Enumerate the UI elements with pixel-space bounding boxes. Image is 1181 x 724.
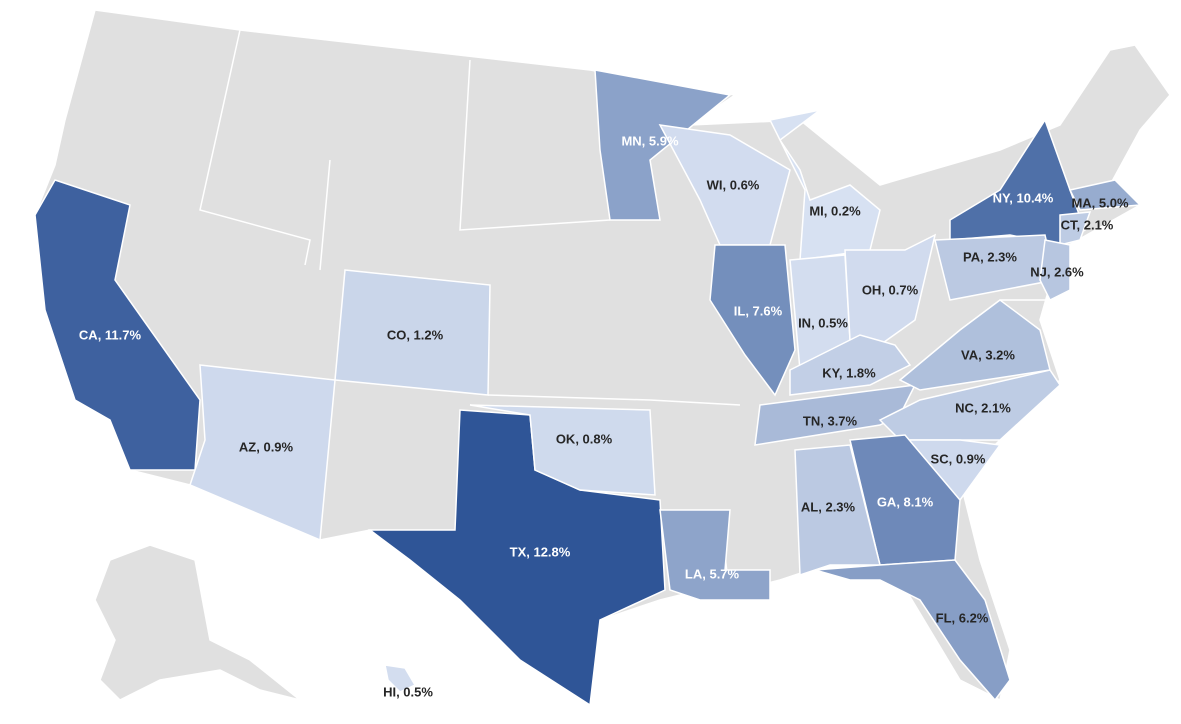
region-label: OH, 0.7% xyxy=(862,282,919,297)
regions xyxy=(34,69,1142,707)
region xyxy=(789,334,912,396)
region-label: NY, 10.4% xyxy=(993,190,1054,205)
region xyxy=(384,664,417,693)
region-label: LA, 5.7% xyxy=(685,566,740,581)
region xyxy=(34,179,201,471)
region-label: CA, 11.7% xyxy=(79,327,142,342)
region-label: CO, 1.2% xyxy=(387,327,444,342)
region-label: CT, 2.1% xyxy=(1061,217,1114,232)
region-label: WI, 0.6% xyxy=(707,177,760,192)
region-label: MI, 0.2% xyxy=(809,203,861,218)
region-label: KY, 1.8% xyxy=(822,365,876,380)
region xyxy=(709,244,796,397)
region xyxy=(659,509,771,601)
alaska xyxy=(94,544,301,701)
region xyxy=(594,69,732,221)
region xyxy=(1039,239,1071,302)
region-label: AL, 2.3% xyxy=(801,499,856,514)
region xyxy=(794,444,881,577)
region-label: MN, 5.9% xyxy=(621,133,679,148)
region-label: SC, 0.9% xyxy=(931,451,986,466)
labels: CA, 11.7% AZ, 0.9% CO, 1.2% TX, 12.8% OK, 0.… xyxy=(79,133,1129,699)
region-label: MA, 5.0% xyxy=(1071,195,1129,210)
region-label: NJ, 2.6% xyxy=(1030,264,1084,279)
region-label: NC, 2.1% xyxy=(955,400,1011,415)
region-label: TN, 3.7% xyxy=(803,413,858,428)
region-label: AZ, 0.9% xyxy=(239,439,294,454)
region-label: IN, 0.5% xyxy=(798,315,848,330)
region xyxy=(898,299,1051,391)
region xyxy=(189,364,336,542)
state-borders xyxy=(199,29,1060,601)
region-label: OK, 0.8% xyxy=(556,431,613,446)
region xyxy=(1068,179,1142,211)
region-label: PA, 2.3% xyxy=(963,249,1017,264)
region xyxy=(768,109,881,261)
region xyxy=(469,404,656,496)
region-label: TX, 12.8% xyxy=(510,544,571,559)
region-label: HI, 0.5% xyxy=(383,684,433,699)
region xyxy=(334,269,491,396)
region xyxy=(1059,211,1092,246)
region-label: FL, 6.2% xyxy=(936,610,989,625)
region-label: IL, 7.6% xyxy=(734,303,783,318)
region-label: VA, 3.2% xyxy=(961,347,1015,362)
region-label: GA, 8.1% xyxy=(877,494,934,509)
region xyxy=(814,559,1011,702)
